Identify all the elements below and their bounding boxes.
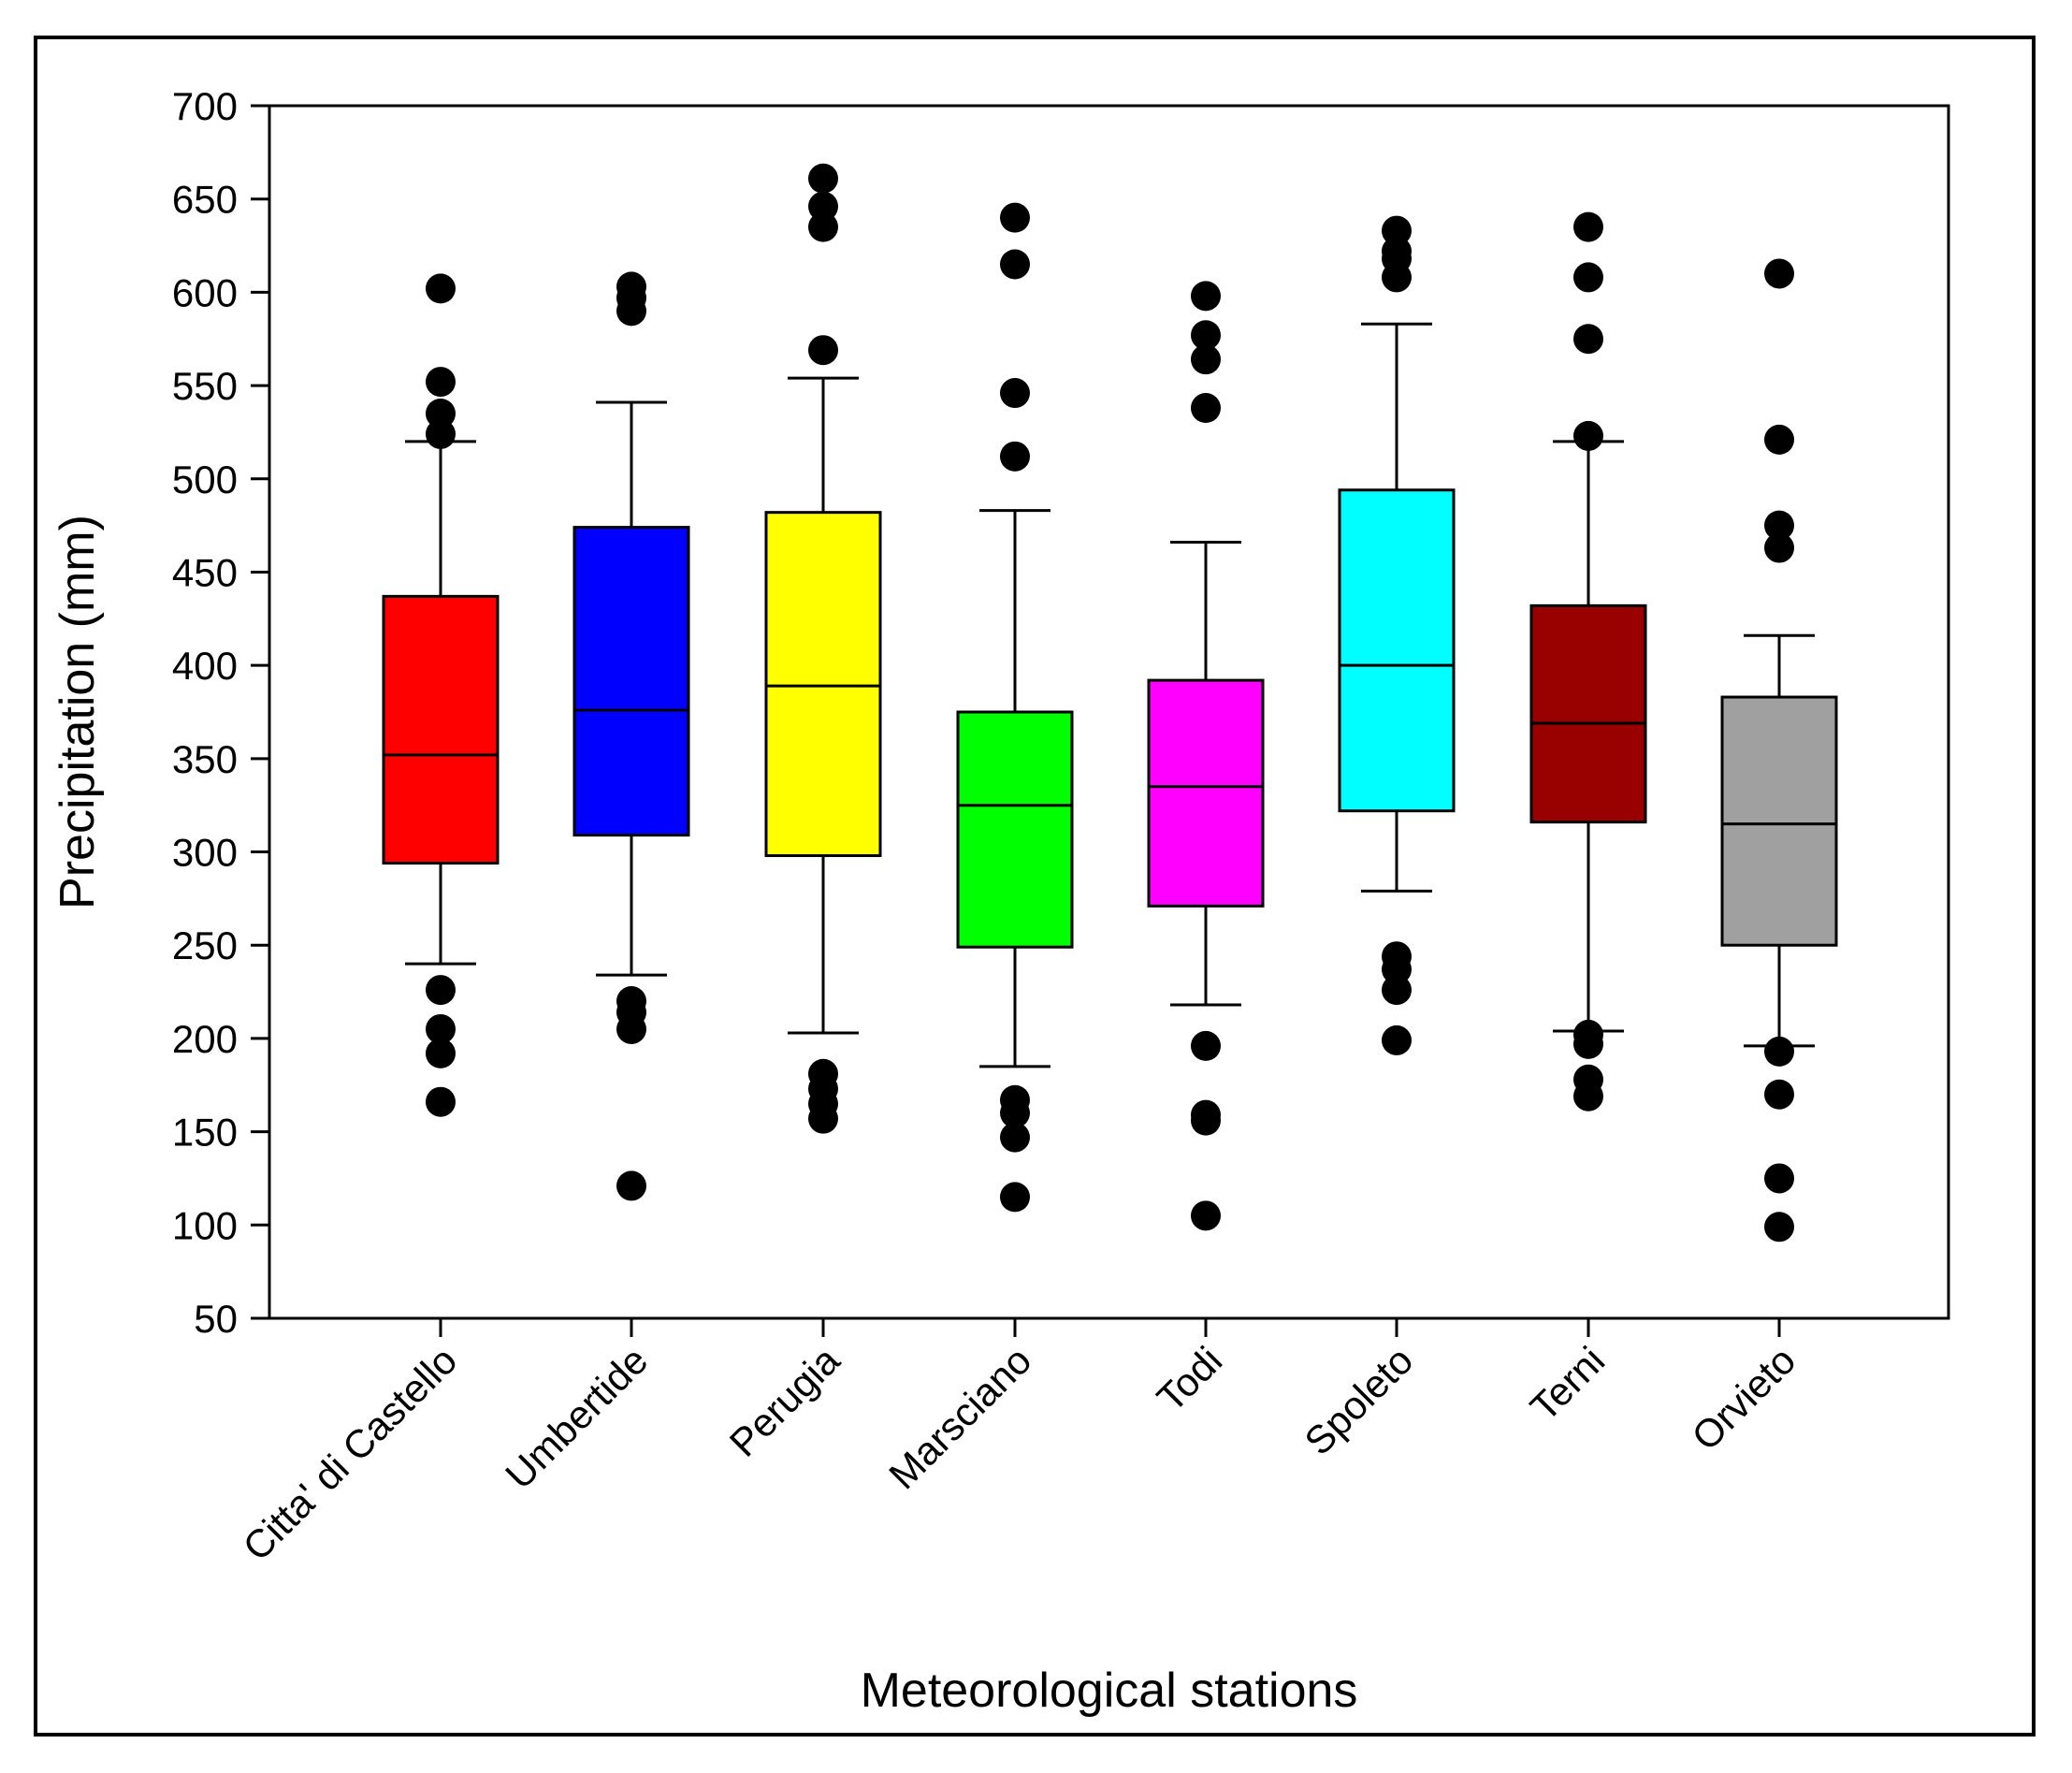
outlier-point bbox=[1382, 954, 1412, 985]
outlier-point bbox=[426, 398, 456, 429]
iqr-box bbox=[764, 511, 882, 858]
outlier-point bbox=[1191, 1105, 1221, 1136]
iqr-box bbox=[1529, 603, 1647, 824]
y-tick-label: 500 bbox=[172, 458, 238, 501]
iqr-box bbox=[1720, 695, 1838, 947]
outlier-point bbox=[1382, 1025, 1412, 1055]
y-tick-label: 50 bbox=[194, 1297, 238, 1341]
outlier-point bbox=[426, 1013, 456, 1044]
x-tick-label: Citta' di Castello bbox=[234, 1338, 465, 1569]
outlier-point bbox=[1000, 1182, 1030, 1213]
box-terni bbox=[1529, 211, 1647, 1112]
iqr-box bbox=[382, 594, 500, 865]
outlier-point bbox=[1764, 1036, 1794, 1067]
x-tick-label: Perugia bbox=[721, 1338, 848, 1465]
plot-area bbox=[268, 104, 1950, 1320]
outlier-point bbox=[426, 1038, 456, 1068]
y-tick-label: 350 bbox=[172, 737, 238, 781]
x-tick-label: Todi bbox=[1149, 1338, 1231, 1420]
x-tick-label: Orvieto bbox=[1683, 1338, 1804, 1459]
outlier-point bbox=[1573, 1081, 1603, 1112]
outlier-point bbox=[426, 1086, 456, 1117]
outlier-point bbox=[616, 1170, 646, 1201]
box-umbertide bbox=[572, 271, 690, 1201]
y-tick-label: 550 bbox=[172, 364, 238, 408]
outlier-point bbox=[616, 296, 646, 327]
iqr-box bbox=[1338, 488, 1456, 813]
y-axis-label: Precipitation (mm) bbox=[51, 515, 105, 909]
outlier-point bbox=[1573, 324, 1603, 355]
box-todi bbox=[1147, 281, 1265, 1231]
box-spoleto bbox=[1338, 215, 1456, 1055]
y-tick-label: 250 bbox=[172, 923, 238, 967]
box-marsciano bbox=[956, 202, 1074, 1213]
outlier-point bbox=[426, 367, 456, 398]
box-citta-di-castello bbox=[382, 273, 500, 1117]
y-tick-label: 150 bbox=[172, 1111, 238, 1155]
y-tick-label: 200 bbox=[172, 1017, 238, 1061]
iqr-box bbox=[1147, 678, 1265, 908]
outlier-point bbox=[1764, 532, 1794, 563]
outlier-point bbox=[1382, 262, 1412, 293]
y-tick-label: 450 bbox=[172, 550, 238, 594]
x-tick-label: Terni bbox=[1522, 1338, 1614, 1430]
outlier-point bbox=[616, 1013, 646, 1044]
outlier-point bbox=[1573, 1028, 1603, 1059]
outlier-point bbox=[1191, 281, 1221, 312]
outlier-point bbox=[426, 418, 456, 449]
outlier-point bbox=[1764, 1163, 1794, 1194]
outlier-point bbox=[426, 273, 456, 304]
outlier-point bbox=[1191, 1030, 1221, 1061]
outlier-point bbox=[1000, 1097, 1030, 1128]
y-tick-label: 400 bbox=[172, 644, 238, 688]
outlier-point bbox=[1000, 441, 1030, 472]
y-tick-label: 600 bbox=[172, 270, 238, 314]
y-tick-label: 100 bbox=[172, 1203, 238, 1247]
outlier-point bbox=[1764, 510, 1794, 541]
outlier-point bbox=[808, 211, 838, 242]
iqr-box bbox=[956, 710, 1074, 949]
outlier-point bbox=[1191, 344, 1221, 375]
outlier-point bbox=[1000, 378, 1030, 409]
iqr-box bbox=[572, 526, 690, 837]
outlier-point bbox=[1191, 1200, 1221, 1231]
outlier-point bbox=[1191, 393, 1221, 424]
x-axis-label: Meteorological stations bbox=[861, 1664, 1358, 1718]
y-tick-label: 650 bbox=[172, 178, 238, 222]
outlier-point bbox=[808, 1103, 838, 1134]
outlier-point bbox=[426, 975, 456, 1006]
outlier-point bbox=[1000, 1122, 1030, 1153]
outlier-point bbox=[1573, 211, 1603, 242]
outlier-point bbox=[1191, 320, 1221, 351]
outlier-point bbox=[1000, 202, 1030, 233]
outlier-point bbox=[1382, 215, 1412, 246]
outlier-point bbox=[1573, 420, 1603, 451]
outlier-point bbox=[1764, 424, 1794, 455]
x-tick-label: Umbertide bbox=[497, 1338, 656, 1497]
box-perugia bbox=[764, 163, 882, 1134]
outlier-point bbox=[1764, 1212, 1794, 1243]
outlier-point bbox=[1000, 249, 1030, 280]
y-tick-label: 300 bbox=[172, 831, 238, 875]
box-orvieto bbox=[1720, 258, 1838, 1243]
outlier-point bbox=[808, 163, 838, 194]
outlier-point bbox=[808, 335, 838, 366]
outlier-point bbox=[1573, 262, 1603, 293]
outlier-point bbox=[1764, 258, 1794, 289]
outlier-point bbox=[1382, 975, 1412, 1006]
outlier-point bbox=[808, 191, 838, 222]
x-tick-label: Marsciano bbox=[880, 1338, 1039, 1497]
x-tick-label: Spoleto bbox=[1296, 1338, 1421, 1463]
outlier-point bbox=[1764, 1079, 1794, 1110]
y-tick-label: 700 bbox=[172, 84, 238, 128]
